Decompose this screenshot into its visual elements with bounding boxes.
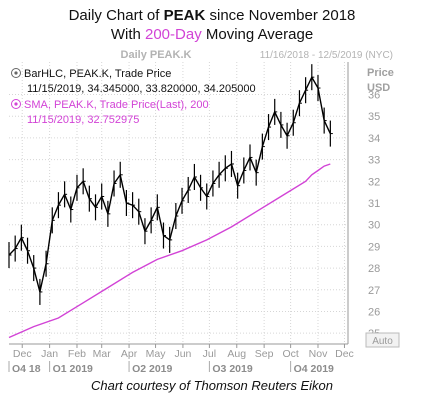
legend-sma-marker-dot bbox=[14, 102, 18, 106]
y-tick-label: 30 bbox=[368, 220, 380, 232]
x-tick-label: Nov bbox=[309, 348, 328, 360]
x-tick-label: Sep bbox=[255, 348, 274, 360]
title-prefix: Daily Chart of bbox=[68, 7, 164, 24]
x-tick-label: Apr bbox=[121, 348, 138, 360]
quarter-label: Q2 2019 bbox=[132, 363, 172, 372]
x-tick-label: Dec bbox=[13, 348, 32, 360]
legend-price: BarHLC, PEAK.K, Trade Price 11/15/2019, … bbox=[11, 68, 256, 95]
title-line2-accent: 200-Day bbox=[145, 26, 202, 43]
y-tick-label: 28 bbox=[368, 263, 380, 275]
quarter-label: Q4 2019 bbox=[294, 363, 334, 372]
legend-sma-values: 11/15/2019, 32.752975 bbox=[27, 114, 139, 126]
currency-axis-label: USD bbox=[367, 82, 390, 94]
x-axis: Dec Jan Feb Mar Apr May Jun Jul Aug Sep Oct Nov DecQ… bbox=[8, 343, 354, 372]
x-tick-label: Dec bbox=[335, 348, 354, 360]
y-tick-label: 33 bbox=[368, 155, 380, 167]
title-line2-suffix: Moving Average bbox=[201, 26, 314, 43]
title-ticker: PEAK bbox=[163, 7, 206, 24]
quarter-label: Q4 18 bbox=[12, 363, 41, 372]
y-tick-label: 29 bbox=[368, 241, 380, 253]
chart-name: Daily PEAK.K bbox=[121, 49, 192, 61]
chart-title-line-1: Daily Chart of PEAK since November 2018 bbox=[0, 7, 424, 24]
y-tick-label: 34 bbox=[368, 133, 380, 145]
x-tick-label: Oct bbox=[282, 348, 298, 360]
y-tick-label: 27 bbox=[368, 285, 380, 297]
title-suffix: since November 2018 bbox=[205, 7, 356, 24]
quarter-label: Q1 2019 bbox=[53, 363, 93, 372]
x-tick-label: Jul bbox=[203, 348, 216, 360]
x-tick-label: Jun bbox=[174, 348, 191, 360]
y-axis: 252627282930313233343536 bbox=[347, 62, 380, 344]
legend-sma-series: SMA, PEAK.K, Trade Price(Last), 200 bbox=[24, 99, 209, 111]
price-chart: 252627282930313233343536 DecJanFebMarApr… bbox=[8, 49, 400, 372]
legend-sma: SMA, PEAK.K, Trade Price(Last), 200 11/1… bbox=[11, 99, 209, 126]
x-tick-label: May bbox=[146, 348, 167, 360]
x-tick-label: Jan bbox=[41, 348, 58, 360]
sma-layer bbox=[8, 163, 331, 339]
x-tick-label: Aug bbox=[227, 348, 246, 360]
chart-grid bbox=[9, 62, 348, 344]
legend-price-values: 11/15/2019, 34.345000, 33.820000, 34.205… bbox=[27, 83, 256, 95]
title-line2-prefix: With bbox=[110, 26, 145, 43]
date-range: 11/16/2018 - 12/5/2019 (NYC) bbox=[260, 50, 393, 61]
y-tick-label: 32 bbox=[368, 176, 380, 188]
x-tick-label: Mar bbox=[93, 348, 112, 360]
legend-price-marker-dot bbox=[14, 71, 18, 75]
price-axis-label: Price bbox=[367, 67, 394, 79]
chart-title-line-2: With 200-Day Moving Average bbox=[0, 26, 424, 43]
chart-credit: Chart courtesy of Thomson Reuters Eikon bbox=[90, 378, 334, 393]
sma-line bbox=[8, 163, 331, 339]
auto-button-label[interactable]: Auto bbox=[372, 336, 393, 347]
quarter-label: Q3 2019 bbox=[212, 363, 252, 372]
y-tick-label: 35 bbox=[368, 111, 380, 123]
x-tick-label: Feb bbox=[68, 348, 86, 360]
y-tick-label: 31 bbox=[368, 198, 380, 210]
y-tick-label: 26 bbox=[368, 306, 380, 318]
legend-price-series: BarHLC, PEAK.K, Trade Price bbox=[24, 68, 171, 80]
auto-button[interactable]: Auto bbox=[365, 332, 400, 348]
price-layer bbox=[8, 64, 333, 305]
y-tick-label: 36 bbox=[368, 90, 380, 102]
auto-button-frame[interactable] bbox=[365, 332, 400, 348]
